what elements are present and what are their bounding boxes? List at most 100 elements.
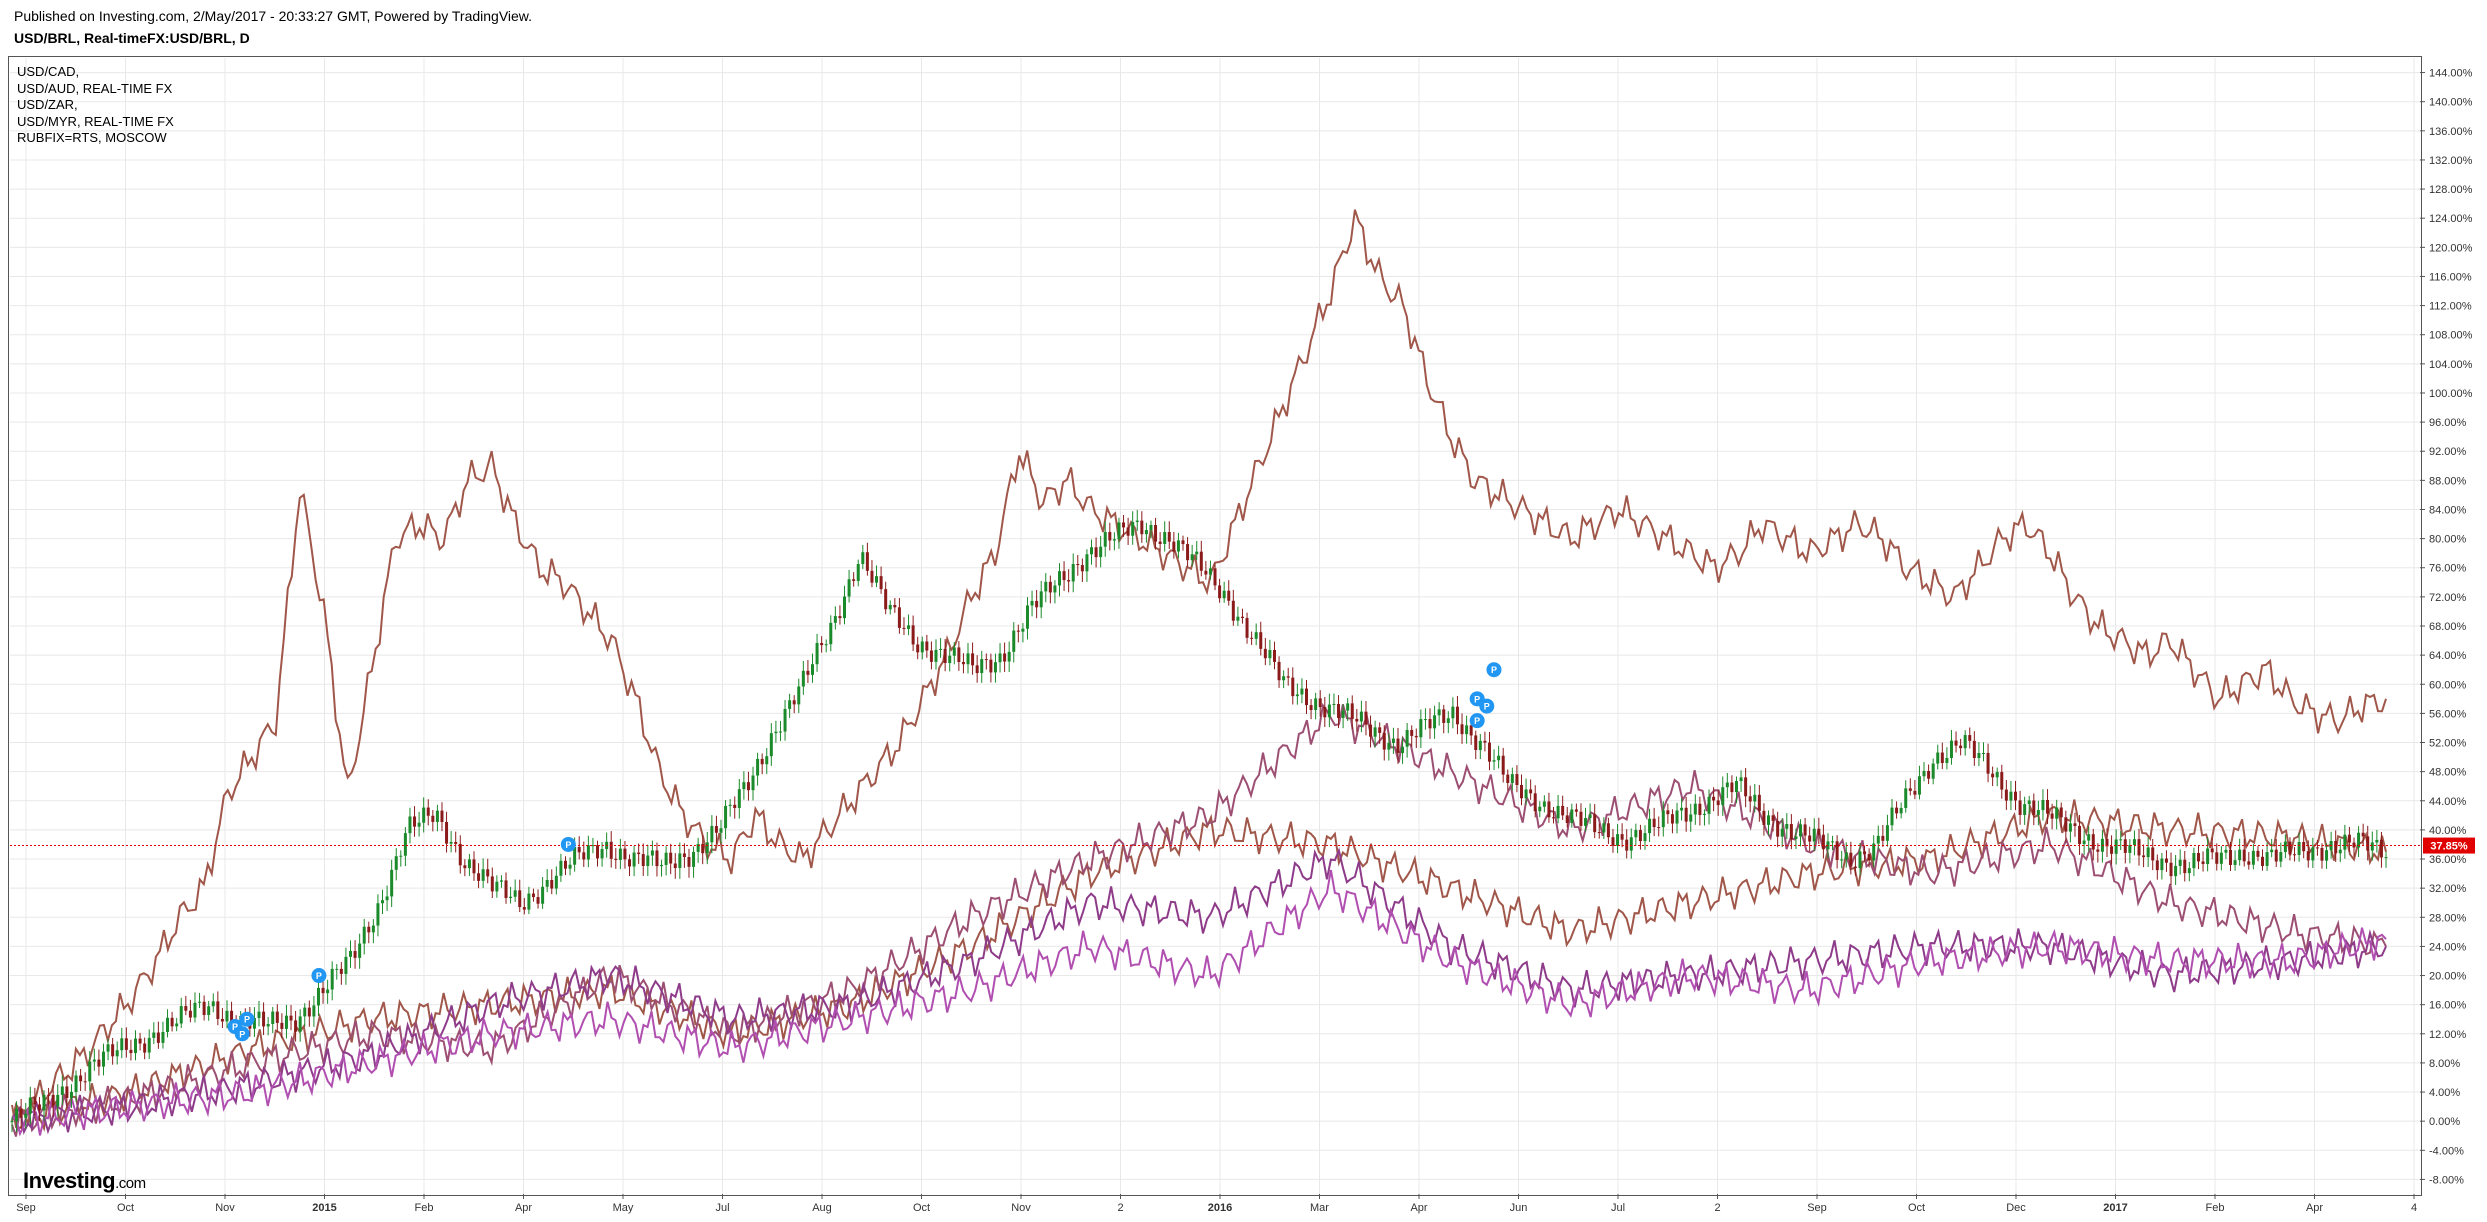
candle-body bbox=[1222, 590, 1226, 599]
candle-body bbox=[101, 1051, 105, 1067]
y-tick-label: 56.00% bbox=[2429, 708, 2467, 720]
y-tick-label: 140.00% bbox=[2429, 97, 2473, 109]
candle-body bbox=[2238, 849, 2242, 861]
event-marker bbox=[1469, 691, 1485, 707]
candle-body bbox=[65, 1086, 69, 1098]
candle-body bbox=[1286, 676, 1290, 678]
x-tick-label: Apr bbox=[515, 1202, 532, 1214]
candle-body bbox=[2224, 849, 2228, 853]
candle-body bbox=[426, 807, 430, 816]
candle-body bbox=[733, 804, 737, 809]
candle-body bbox=[737, 789, 741, 809]
candle-body bbox=[1629, 837, 1633, 851]
candle-body bbox=[120, 1038, 124, 1051]
candle-body bbox=[2256, 850, 2260, 857]
candle-body bbox=[69, 1091, 73, 1098]
legend-item: USD/CAD, bbox=[17, 64, 80, 79]
candle-body bbox=[449, 841, 453, 844]
y-tick-label: 84.00% bbox=[2429, 504, 2467, 516]
x-tick-label: Oct bbox=[913, 1202, 930, 1214]
candle-body bbox=[124, 1038, 128, 1050]
candle-body bbox=[193, 1002, 197, 1018]
x-tick-label: Nov bbox=[1011, 1202, 1031, 1214]
candle-body bbox=[1126, 527, 1130, 536]
candle-body bbox=[1533, 793, 1537, 812]
candle-body bbox=[998, 653, 1002, 663]
candle-body bbox=[2297, 842, 2301, 855]
candle-body bbox=[1090, 547, 1094, 555]
x-tick-label: Nov bbox=[215, 1202, 235, 1214]
candle-body bbox=[582, 852, 586, 860]
candle-body bbox=[1940, 752, 1944, 763]
candle-body bbox=[628, 859, 632, 867]
candle-body bbox=[143, 1043, 147, 1053]
candle-body bbox=[1872, 843, 1876, 861]
candle-body bbox=[1638, 830, 1642, 842]
candle-body bbox=[1122, 522, 1126, 528]
candle-body bbox=[1295, 694, 1299, 697]
candle-body bbox=[971, 653, 975, 666]
x-tick-label: Oct bbox=[1908, 1202, 1925, 1214]
y-tick-label: 120.00% bbox=[2429, 242, 2473, 254]
candle-body bbox=[2014, 791, 2018, 801]
candle-body bbox=[1574, 809, 1578, 812]
candle-body bbox=[1003, 653, 1007, 662]
candle-body bbox=[179, 1006, 183, 1024]
candle-body bbox=[1099, 546, 1103, 558]
candle-body bbox=[2265, 852, 2269, 866]
candle-body bbox=[1067, 580, 1071, 582]
candle-body bbox=[925, 641, 929, 651]
candle-body bbox=[2352, 842, 2356, 848]
candle-body bbox=[989, 659, 993, 673]
candle-body bbox=[1282, 676, 1286, 681]
candle-body bbox=[746, 782, 750, 791]
candle-body bbox=[1739, 777, 1743, 782]
y-tick-label: 0.00% bbox=[2429, 1116, 2460, 1128]
candle-body bbox=[1949, 740, 1953, 759]
candle-body bbox=[280, 1022, 284, 1029]
candle-body bbox=[385, 896, 389, 901]
candle-body bbox=[2274, 849, 2278, 862]
price-badge bbox=[2423, 837, 2475, 854]
candle-body bbox=[1972, 740, 1976, 758]
candle-body bbox=[2247, 861, 2251, 865]
candle-body bbox=[2091, 834, 2095, 850]
candle-body bbox=[806, 670, 810, 675]
candle-body bbox=[2009, 791, 2013, 801]
candle-body bbox=[1405, 729, 1409, 747]
y-tick-label: 88.00% bbox=[2429, 475, 2467, 487]
current-price-line: 37.85% bbox=[10, 837, 2475, 854]
candle-body bbox=[678, 853, 682, 869]
candle-body bbox=[1465, 725, 1469, 735]
candle-body bbox=[934, 649, 938, 662]
candle-body bbox=[687, 857, 691, 867]
candle-body bbox=[1748, 796, 1752, 802]
candle-body bbox=[536, 897, 540, 904]
candle-body bbox=[792, 700, 796, 705]
candle-body bbox=[431, 815, 435, 822]
candle-body bbox=[541, 886, 545, 904]
candle-body bbox=[1835, 841, 1839, 860]
candle-body bbox=[2064, 817, 2068, 832]
candle-body bbox=[669, 852, 673, 864]
candle-body bbox=[2270, 849, 2274, 853]
candle-body bbox=[490, 876, 494, 892]
series-line bbox=[11, 847, 2387, 1136]
candle-body bbox=[1144, 529, 1148, 535]
candle-body bbox=[568, 864, 572, 869]
candle-body bbox=[83, 1081, 87, 1083]
candle-body bbox=[1451, 706, 1455, 719]
candle-body bbox=[1616, 834, 1620, 846]
y-tick-label: 32.00% bbox=[2429, 883, 2467, 895]
candle-body bbox=[303, 1007, 307, 1017]
candle-body bbox=[1455, 706, 1459, 725]
candle-body bbox=[2082, 840, 2086, 845]
candle-body bbox=[975, 665, 979, 674]
candle-body bbox=[1314, 698, 1318, 711]
candle-body bbox=[156, 1032, 160, 1043]
candle-body bbox=[911, 625, 915, 645]
candle-body bbox=[600, 849, 604, 859]
event-marker-label: P bbox=[1474, 694, 1480, 704]
candle-body bbox=[495, 881, 499, 892]
